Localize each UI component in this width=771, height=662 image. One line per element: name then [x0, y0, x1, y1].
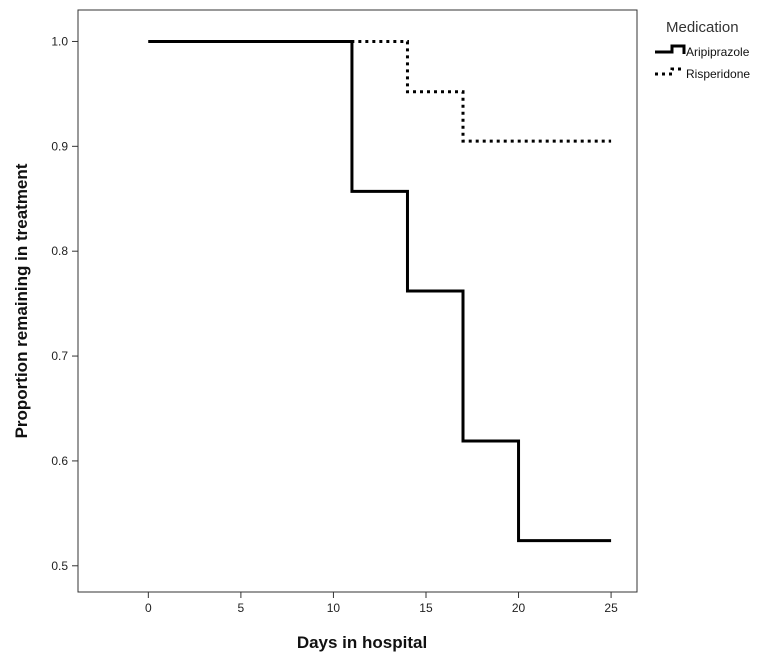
legend-label-aripiprazole: Aripiprazole [686, 45, 750, 59]
y-tick-label: 0.8 [51, 244, 68, 258]
series-layer [148, 39, 612, 543]
y-tick-label: 1.0 [51, 34, 68, 48]
y-tick-label: 0.9 [51, 139, 68, 153]
legend-title: Medication [666, 19, 739, 36]
legend-swatch-risperidone [655, 67, 684, 76]
x-tick-label: 5 [238, 601, 245, 615]
legend-swatch-aripiprazole [655, 44, 686, 54]
legend-label-risperidone: Risperidone [686, 67, 750, 81]
y-tick-label: 0.7 [51, 349, 68, 363]
legend: Medication Aripiprazole Risperidone [655, 19, 750, 81]
y-tick-label: 0.5 [51, 559, 68, 573]
x-tick-label: 0 [145, 601, 152, 615]
series-aripiprazole-line [148, 39, 612, 543]
x-tick-label: 10 [327, 601, 341, 615]
plot-area [77, 9, 638, 593]
x-tick-label: 20 [512, 601, 526, 615]
x-tick-label: 15 [419, 601, 433, 615]
x-axis-title: Days in hospital [297, 633, 427, 652]
y-tick-label: 0.6 [51, 454, 68, 468]
x-tick-label: 25 [604, 601, 618, 615]
series-risperidone-line [148, 39, 612, 143]
y-axis: 0.5 0.6 0.7 0.8 0.9 1.0 [51, 34, 78, 573]
x-axis: 0 5 10 15 20 25 [145, 592, 618, 615]
y-axis-title: Proportion remaining in treatment [12, 163, 31, 438]
